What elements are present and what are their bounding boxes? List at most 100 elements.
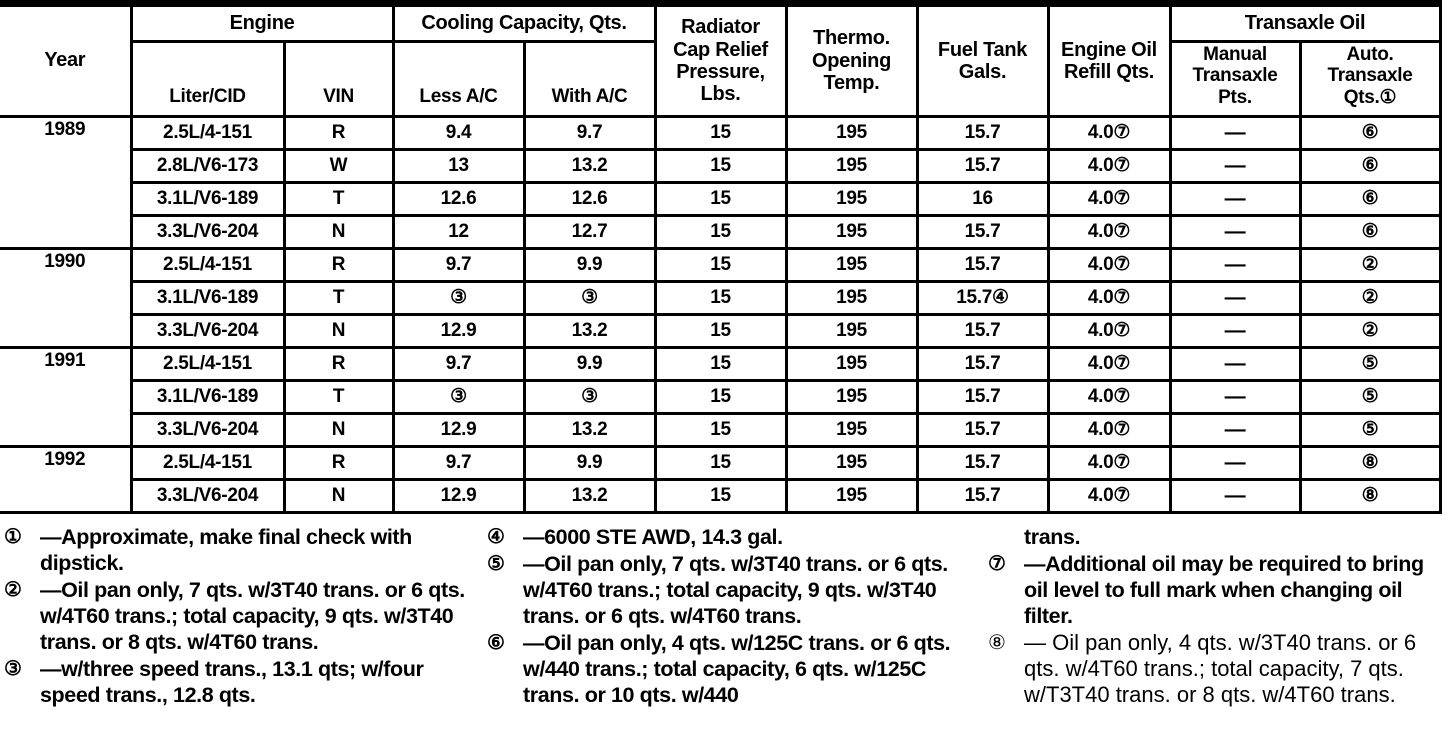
table-row: 3.1L/V6-189 T ③ ③ 15 195 15.7④ 4.0⑦ — ② bbox=[0, 279, 1442, 316]
table-row: 3.3L/V6-204 N 12.9 13.2 15 195 15.7 4.0⑦ — ⑧ bbox=[0, 477, 1442, 514]
cell-with-ac: 12.6 bbox=[522, 180, 657, 217]
cell-engine-oil: 4.0⑦ bbox=[1046, 180, 1172, 217]
table-row: 3.1L/V6-189 T 12.6 12.6 15 195 16 4.0⑦ — ⑥ bbox=[0, 180, 1442, 217]
cell-thermo-temp: 195 bbox=[784, 345, 919, 382]
cell-liter-cid: 3.1L/V6-189 bbox=[129, 378, 286, 415]
cell-manual-transaxle: — bbox=[1168, 147, 1302, 184]
cell-liter-cid: 2.5L/4-151 bbox=[129, 444, 286, 481]
footnote: ② —Oil pan only, 7 qts. w/3T40 trans. or … bbox=[4, 577, 476, 655]
cell-with-ac: 12.7 bbox=[522, 213, 657, 250]
cell-vin: R bbox=[282, 114, 395, 151]
header-vin: VIN bbox=[282, 40, 395, 118]
capacities-table: Year Engine Cooling Capacity, Qts. Radia… bbox=[0, 0, 1442, 514]
cell-liter-cid: 3.3L/V6-204 bbox=[129, 213, 286, 250]
cell-fuel-tank: 15.7 bbox=[915, 477, 1050, 514]
cell-less-ac: 9.7 bbox=[391, 246, 526, 283]
cell-radiator-pressure: 15 bbox=[653, 213, 788, 250]
footnote-marker: ⑤ bbox=[487, 553, 505, 575]
cell-auto-transaxle: ② bbox=[1298, 279, 1442, 316]
cell-less-ac: 12.9 bbox=[391, 411, 526, 448]
cell-manual-transaxle: — bbox=[1168, 180, 1302, 217]
cell-fuel-tank: 15.7 bbox=[915, 114, 1050, 151]
cell-radiator-pressure: 15 bbox=[653, 246, 788, 283]
header-transaxle-group: Transaxle Oil bbox=[1168, 2, 1442, 43]
cell-radiator-pressure: 15 bbox=[653, 114, 788, 151]
cell-fuel-tank: 15.7④ bbox=[915, 279, 1050, 316]
cell-fuel-tank: 15.7 bbox=[915, 246, 1050, 283]
footnotes-column-2: ④ —6000 STE AWD, 14.3 gal. ⑤ —Oil pan only,… bbox=[487, 524, 983, 708]
cell-manual-transaxle: — bbox=[1168, 114, 1302, 151]
header-thermo-temp: Thermo. Opening Temp. bbox=[784, 2, 919, 118]
cell-vin: N bbox=[282, 312, 395, 349]
table-row: 3.3L/V6-204 N 12 12.7 15 195 15.7 4.0⑦ — ⑥ bbox=[0, 213, 1442, 250]
cell-fuel-tank: 15.7 bbox=[915, 345, 1050, 382]
footnote: ⑤ —Oil pan only, 7 qts. w/3T40 trans. or … bbox=[487, 551, 983, 629]
cell-fuel-tank: 15.7 bbox=[915, 378, 1050, 415]
cell-liter-cid: 3.1L/V6-189 bbox=[129, 279, 286, 316]
cell-manual-transaxle: — bbox=[1168, 345, 1302, 382]
table-row: 1989 2.5L/4-151 R 9.4 9.7 15 195 15.7 4.0⑦ — ⑥ bbox=[0, 114, 1442, 250]
cell-liter-cid: 2.5L/4-151 bbox=[129, 345, 286, 382]
table-row: 3.3L/V6-204 N 12.9 13.2 15 195 15.7 4.0⑦ — ⑤ bbox=[0, 411, 1442, 448]
cell-auto-transaxle: ⑤ bbox=[1298, 345, 1442, 382]
cell-engine-oil: 4.0⑦ bbox=[1046, 213, 1172, 250]
cell-auto-transaxle: ⑤ bbox=[1298, 378, 1442, 415]
year-cell: 1991 bbox=[0, 345, 133, 448]
footnote: ⑥ —Oil pan only, 4 qts. w/125C trans. or … bbox=[487, 630, 983, 708]
table-row: 1990 2.5L/4-151 R 9.7 9.9 15 195 15.7 4.0⑦ — ② bbox=[0, 246, 1442, 349]
cell-vin: W bbox=[282, 147, 395, 184]
footnote: ⑦ —Additional oil may be required to brin… bbox=[988, 551, 1450, 629]
footnote-continuation: trans. bbox=[988, 524, 1450, 550]
cell-auto-transaxle: ⑥ bbox=[1298, 114, 1442, 151]
header-fuel-tank: Fuel Tank Gals. bbox=[915, 2, 1050, 118]
cell-vin: R bbox=[282, 246, 395, 283]
header-engine-oil: Engine Oil Refill Qts. bbox=[1046, 2, 1172, 118]
header-liter-cid: Liter/CID bbox=[129, 40, 286, 118]
year-cell: 1990 bbox=[0, 246, 133, 349]
table-row: 2.8L/V6-173 W 13 13.2 15 195 15.7 4.0⑦ — ⑥ bbox=[0, 147, 1442, 184]
cell-thermo-temp: 195 bbox=[784, 147, 919, 184]
header-radiator-pressure: Radiator Cap Relief Pressure, Lbs. bbox=[653, 2, 788, 118]
header-less-ac: Less A/C bbox=[391, 40, 526, 118]
cell-vin: T bbox=[282, 180, 395, 217]
footnote-text: —Additional oil may be required to bring… bbox=[1024, 552, 1424, 628]
cell-thermo-temp: 195 bbox=[784, 114, 919, 151]
cell-manual-transaxle: — bbox=[1168, 411, 1302, 448]
cell-thermo-temp: 195 bbox=[784, 279, 919, 316]
footnote: ③ —w/three speed trans., 13.1 qts; w/four… bbox=[4, 656, 476, 708]
cell-manual-transaxle: — bbox=[1168, 312, 1302, 349]
cell-engine-oil: 4.0⑦ bbox=[1046, 378, 1172, 415]
cell-manual-transaxle: — bbox=[1168, 477, 1302, 514]
cell-with-ac: 9.9 bbox=[522, 444, 657, 481]
footnote-marker: ① bbox=[4, 526, 22, 548]
cell-with-ac: ③ bbox=[522, 378, 657, 415]
header-auto-transaxle: Auto. Transaxle Qts.① bbox=[1298, 40, 1442, 118]
footnote-marker: ④ bbox=[487, 526, 505, 548]
cell-engine-oil: 4.0⑦ bbox=[1046, 279, 1172, 316]
cell-radiator-pressure: 15 bbox=[653, 279, 788, 316]
cell-liter-cid: 3.3L/V6-204 bbox=[129, 312, 286, 349]
cell-manual-transaxle: — bbox=[1168, 279, 1302, 316]
footnote-text: trans. bbox=[1024, 525, 1081, 549]
footnote-marker: ⑧ bbox=[988, 632, 1006, 654]
cell-radiator-pressure: 15 bbox=[653, 444, 788, 481]
footnotes-column-1: ① —Approximate, make final check with dip… bbox=[4, 524, 476, 708]
cell-liter-cid: 2.5L/4-151 bbox=[129, 114, 286, 151]
cell-manual-transaxle: — bbox=[1168, 213, 1302, 250]
cell-less-ac: 12.9 bbox=[391, 312, 526, 349]
cell-radiator-pressure: 15 bbox=[653, 147, 788, 184]
cell-thermo-temp: 195 bbox=[784, 246, 919, 283]
footnote-text: —w/three speed trans., 13.1 qts; w/four … bbox=[40, 657, 424, 707]
table-row: 1991 2.5L/4-151 R 9.7 9.9 15 195 15.7 4.0⑦ — ⑤ bbox=[0, 345, 1442, 448]
table-row: 1992 2.5L/4-151 R 9.7 9.9 15 195 15.7 4.0⑦ — ⑧ bbox=[0, 444, 1442, 514]
footnote-text: —6000 STE AWD, 14.3 gal. bbox=[523, 525, 783, 549]
cell-liter-cid: 3.3L/V6-204 bbox=[129, 411, 286, 448]
cell-auto-transaxle: ⑥ bbox=[1298, 213, 1442, 250]
cell-manual-transaxle: — bbox=[1168, 444, 1302, 481]
cell-with-ac: 13.2 bbox=[522, 147, 657, 184]
footnote-text: —Oil pan only, 7 qts. w/3T40 trans. or 6… bbox=[40, 578, 465, 654]
footnote-text: —Oil pan only, 7 qts. w/3T40 trans. or 6… bbox=[523, 552, 948, 628]
cell-engine-oil: 4.0⑦ bbox=[1046, 147, 1172, 184]
cell-less-ac: 12.6 bbox=[391, 180, 526, 217]
cell-engine-oil: 4.0⑦ bbox=[1046, 312, 1172, 349]
